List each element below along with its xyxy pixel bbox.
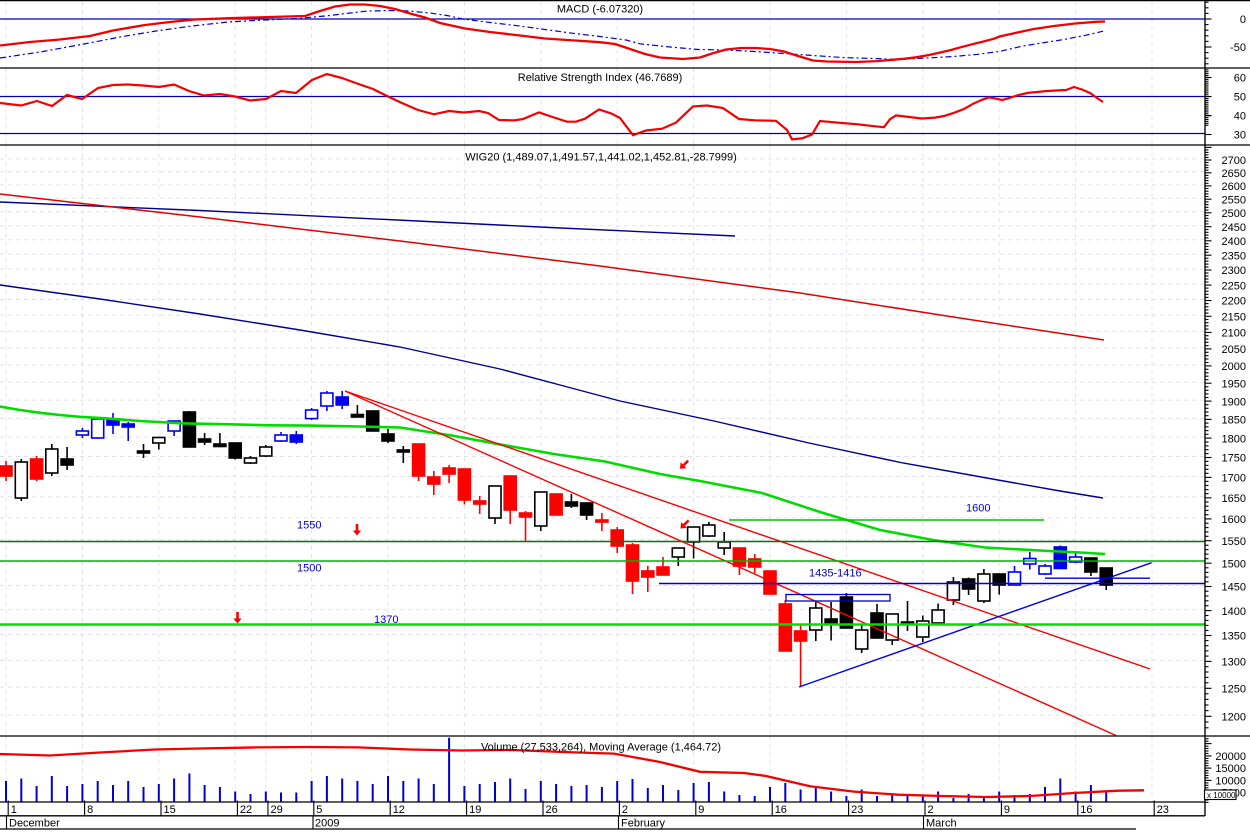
svg-text:2300: 2300	[1222, 265, 1246, 277]
svg-text:30: 30	[1234, 130, 1246, 142]
svg-text:Relative Strength Index (46.76: Relative Strength Index (46.7689)	[518, 72, 683, 84]
svg-text:23: 23	[851, 804, 863, 816]
svg-text:23: 23	[1157, 804, 1169, 816]
svg-text:50: 50	[1234, 92, 1246, 104]
svg-text:1600: 1600	[966, 503, 990, 515]
svg-text:19: 19	[469, 804, 481, 816]
svg-text:Volume (27,533,264), Moving Av: Volume (27,533,264), Moving Average (1,4…	[481, 742, 721, 754]
svg-text:10000: 10000	[1215, 776, 1246, 788]
svg-text:2000: 2000	[1222, 361, 1246, 373]
svg-text:1650: 1650	[1222, 493, 1246, 505]
svg-text:16: 16	[1080, 804, 1092, 816]
svg-text:2600: 2600	[1222, 181, 1246, 193]
svg-text:1300: 1300	[1222, 657, 1246, 669]
svg-text:2500: 2500	[1222, 208, 1246, 220]
svg-text:2550: 2550	[1222, 194, 1246, 206]
svg-text:1435-1416: 1435-1416	[809, 567, 862, 579]
svg-text:9: 9	[698, 804, 704, 816]
svg-text:60: 60	[1234, 73, 1246, 85]
svg-text:9: 9	[1004, 804, 1010, 816]
svg-text:1: 1	[11, 804, 17, 816]
svg-text:12: 12	[393, 804, 405, 816]
svg-text:1550: 1550	[1222, 536, 1246, 548]
svg-text:1600: 1600	[1222, 514, 1246, 526]
svg-text:1700: 1700	[1222, 473, 1246, 485]
svg-text:x 10000: x 10000	[1207, 791, 1236, 800]
svg-text:20000: 20000	[1215, 751, 1246, 763]
svg-text:February: February	[621, 818, 666, 830]
svg-text:2700: 2700	[1222, 155, 1246, 167]
svg-text:2009: 2009	[315, 818, 339, 830]
svg-text:1800: 1800	[1222, 433, 1246, 445]
svg-text:29: 29	[271, 804, 283, 816]
svg-text:2450: 2450	[1222, 222, 1246, 234]
svg-text:-50: -50	[1230, 42, 1246, 54]
svg-text:16: 16	[775, 804, 787, 816]
svg-text:15000: 15000	[1215, 763, 1246, 775]
svg-text:2200: 2200	[1222, 296, 1246, 308]
svg-text:5: 5	[316, 804, 322, 816]
svg-text:MACD (-6.07320): MACD (-6.07320)	[557, 4, 643, 16]
svg-text:December: December	[9, 818, 60, 830]
svg-text:1750: 1750	[1222, 453, 1246, 465]
svg-text:1400: 1400	[1222, 606, 1246, 618]
svg-text:2100: 2100	[1222, 328, 1246, 340]
svg-text:1450: 1450	[1222, 582, 1246, 594]
svg-text:2650: 2650	[1222, 168, 1246, 180]
svg-text:1250: 1250	[1222, 684, 1246, 696]
svg-text:WIG20 (1,489.07,1,491.57,1,441: WIG20 (1,489.07,1,491.57,1,441.02,1,452.…	[465, 152, 737, 164]
svg-text:1350: 1350	[1222, 631, 1246, 643]
svg-text:0: 0	[1240, 14, 1246, 26]
svg-text:1370: 1370	[374, 614, 398, 626]
svg-text:2150: 2150	[1222, 312, 1246, 324]
svg-text:2250: 2250	[1222, 280, 1246, 292]
svg-text:1550: 1550	[297, 520, 321, 532]
svg-text:2350: 2350	[1222, 250, 1246, 262]
svg-text:1500: 1500	[1222, 558, 1246, 570]
svg-text:26: 26	[546, 804, 558, 816]
svg-text:1950: 1950	[1222, 378, 1246, 390]
svg-text:1500: 1500	[297, 563, 321, 575]
svg-text:40: 40	[1234, 111, 1246, 123]
svg-text:2400: 2400	[1222, 236, 1246, 248]
svg-text:8: 8	[87, 804, 93, 816]
svg-text:1900: 1900	[1222, 396, 1246, 408]
svg-text:1850: 1850	[1222, 415, 1246, 427]
svg-text:2: 2	[622, 804, 628, 816]
svg-text:2050: 2050	[1222, 344, 1246, 356]
svg-text:1200: 1200	[1222, 712, 1246, 724]
svg-text:22: 22	[240, 804, 252, 816]
svg-text:March: March	[926, 818, 957, 830]
svg-text:2: 2	[928, 804, 934, 816]
svg-text:15: 15	[164, 804, 176, 816]
